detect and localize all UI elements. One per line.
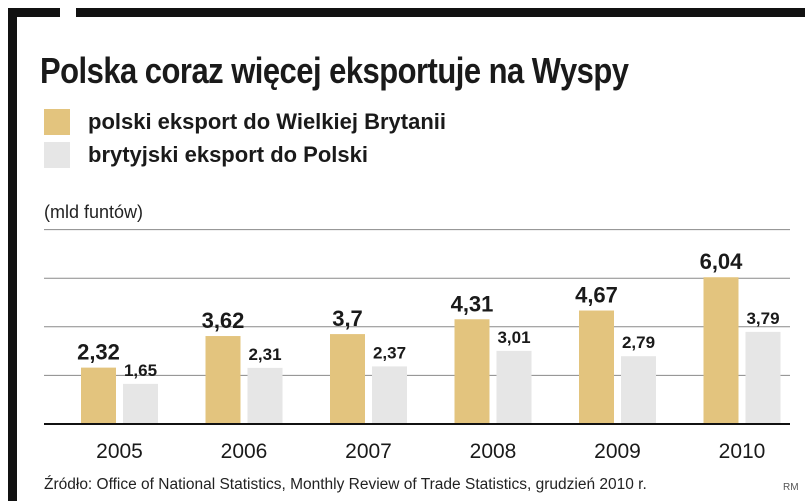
data-label-series2: 2,79 — [622, 333, 655, 352]
bar-series1 — [205, 336, 241, 424]
data-label-series2: 2,37 — [373, 343, 406, 362]
bar-series2 — [123, 383, 158, 424]
data-label-series2: 3,79 — [746, 309, 779, 328]
data-label-series1: 2,32 — [77, 340, 120, 365]
legend-item-series1: polski eksport do Wielkiej Brytanii — [44, 108, 446, 136]
bar-series2 — [496, 350, 532, 424]
x-tick-label: 2009 — [594, 440, 641, 463]
author-initials: RM — [783, 482, 799, 493]
x-tick-label: 2010 — [719, 440, 766, 463]
x-tick-label: 2007 — [345, 440, 392, 463]
legend-item-series2: brytyjski eksport do Polski — [44, 141, 368, 169]
bar-series2 — [372, 366, 407, 424]
data-label-series1: 3,62 — [202, 308, 245, 333]
data-label-series1: 4,67 — [575, 283, 618, 308]
data-label-series2: 1,65 — [124, 361, 157, 380]
data-label-series2: 2,31 — [248, 345, 281, 364]
bar-series2 — [621, 356, 656, 424]
source-note: Źródło: Office of National Statistics, M… — [44, 476, 647, 493]
bar-series1 — [703, 277, 739, 424]
legend-label-series1: polski eksport do Wielkiej Brytanii — [88, 109, 447, 134]
bar-series2 — [247, 367, 283, 424]
bar-series2 — [745, 331, 781, 424]
x-tick-label: 2005 — [96, 440, 143, 463]
x-tick-label: 2008 — [470, 440, 517, 463]
data-label-series1: 3,7 — [332, 306, 363, 331]
chart-title: Polska coraz więcej eksportuje na Wyspy — [40, 50, 629, 91]
frame-notch — [60, 8, 76, 17]
data-label-series1: 4,31 — [451, 291, 494, 316]
bar-series1 — [454, 319, 490, 424]
data-label-series1: 6,04 — [700, 249, 744, 274]
frame-top-bar — [8, 8, 805, 17]
y-axis-unit-label: (mld funtów) — [44, 202, 144, 222]
data-label-series2: 3,01 — [497, 328, 530, 347]
legend-label-series2: brytyjski eksport do Polski — [88, 142, 368, 167]
frame-left-bar — [8, 8, 17, 501]
x-tick-label: 2006 — [221, 440, 268, 463]
bar-series1 — [579, 310, 614, 424]
legend-swatch-series2 — [44, 142, 70, 168]
bar-series1 — [81, 367, 116, 424]
bar-series1 — [330, 334, 365, 424]
legend-swatch-series1 — [44, 109, 70, 135]
